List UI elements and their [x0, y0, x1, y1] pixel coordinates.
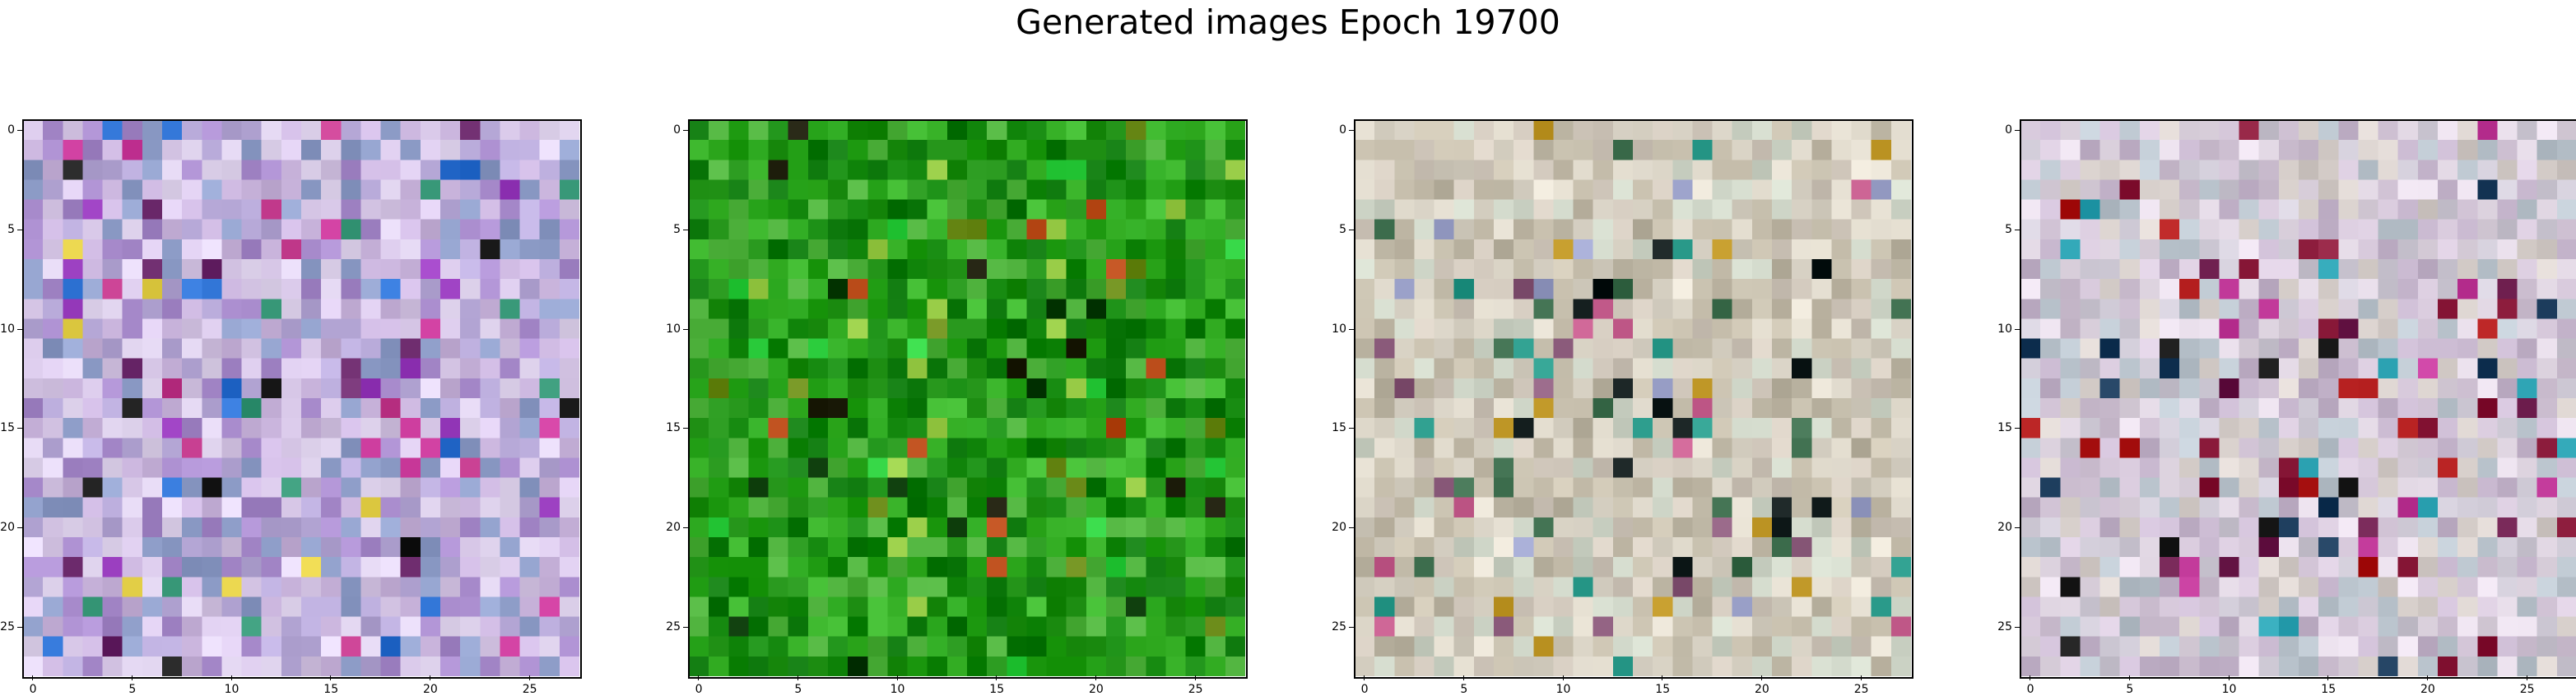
generated-image-2 — [689, 120, 1245, 676]
y-tick-label: 15 — [663, 421, 688, 434]
x-tick-label: 25 — [1845, 675, 1878, 696]
y-tick-label: 5 — [1994, 223, 2020, 236]
y-tick-label: 15 — [1994, 421, 2020, 434]
y-tick-label: 10 — [1994, 322, 2020, 336]
generated-image-1 — [23, 120, 579, 676]
generated-image-3 — [1355, 120, 1911, 676]
x-tick-label: 10 — [216, 675, 249, 696]
generated-image-4 — [2020, 120, 2576, 676]
y-tick-label: 5 — [0, 223, 22, 236]
y-tick-label: 0 — [663, 123, 688, 137]
y-tick-label: 20 — [1994, 521, 2020, 534]
x-tick-label: 15 — [980, 675, 1013, 696]
x-tick-label: 5 — [782, 675, 815, 696]
x-tick-label: 0 — [2014, 675, 2047, 696]
y-tick-label: 25 — [1328, 620, 1354, 633]
x-tick-label: 0 — [16, 675, 49, 696]
y-tick-label: 20 — [0, 521, 22, 534]
y-tick-label: 10 — [0, 322, 22, 336]
y-tick-label: 25 — [663, 620, 688, 633]
y-tick-label: 15 — [1328, 421, 1354, 434]
y-tick-label: 15 — [0, 421, 22, 434]
x-tick-label: 20 — [414, 675, 447, 696]
x-tick-label: 25 — [514, 675, 546, 696]
y-tick-label: 0 — [0, 123, 22, 137]
x-tick-label: 20 — [1746, 675, 1779, 696]
y-tick-label: 20 — [1328, 521, 1354, 534]
x-tick-label: 20 — [2411, 675, 2444, 696]
x-tick-label: 25 — [1179, 675, 1212, 696]
y-tick-label: 10 — [663, 322, 688, 336]
y-tick-label: 25 — [0, 620, 22, 633]
y-tick-label: 5 — [1328, 223, 1354, 236]
image-panel-3: 0 0 5 5 10 10 15 15 20 20 25 25 — [1332, 119, 1913, 696]
x-tick-label: 20 — [1080, 675, 1113, 696]
figure-title: Generated images Epoch 19700 — [1016, 2, 1560, 42]
x-tick-label: 0 — [1348, 675, 1381, 696]
x-tick-label: 25 — [2511, 675, 2544, 696]
x-tick-label: 0 — [682, 675, 715, 696]
y-tick-label: 25 — [1994, 620, 2020, 633]
y-tick-label: 5 — [663, 223, 688, 236]
image-panel-4: 0 0 5 5 10 10 15 15 20 20 25 25 — [1997, 119, 2576, 696]
y-tick-label: 0 — [1994, 123, 2020, 137]
x-tick-label: 10 — [1547, 675, 1580, 696]
x-tick-label: 5 — [1448, 675, 1481, 696]
y-tick-label: 0 — [1328, 123, 1354, 137]
image-panel-1: 0 0 5 5 10 10 15 15 20 20 25 25 — [0, 119, 582, 696]
y-tick-label: 10 — [1328, 322, 1354, 336]
x-tick-label: 5 — [116, 675, 149, 696]
x-tick-label: 15 — [1646, 675, 1679, 696]
image-panel-2: 0 0 5 5 10 10 15 15 20 20 25 25 — [666, 119, 1248, 696]
y-tick-label: 20 — [663, 521, 688, 534]
x-tick-label: 10 — [2213, 675, 2246, 696]
x-tick-label: 15 — [314, 675, 347, 696]
x-tick-label: 5 — [2113, 675, 2146, 696]
x-tick-label: 10 — [881, 675, 914, 696]
x-tick-label: 15 — [2312, 675, 2345, 696]
